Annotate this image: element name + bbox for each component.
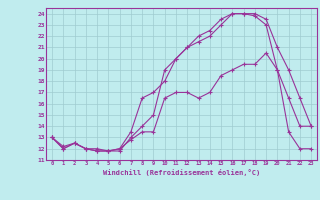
X-axis label: Windchill (Refroidissement éolien,°C): Windchill (Refroidissement éolien,°C) <box>103 169 260 176</box>
